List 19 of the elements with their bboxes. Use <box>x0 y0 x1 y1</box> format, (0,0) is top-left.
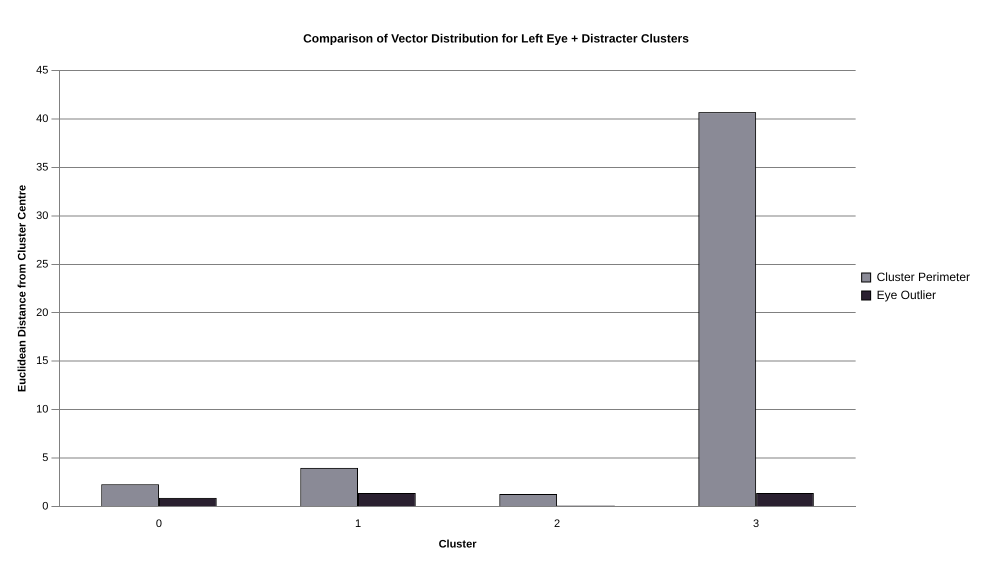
y-tick-label: 45 <box>36 64 48 76</box>
y-axis-title: Euclidean Distance from Cluster Centre <box>16 184 29 392</box>
x-axis-title: Cluster <box>438 538 478 550</box>
chart-title: Comparison of Vector Distribution for Left Eye + Distracter Clusters <box>303 32 690 46</box>
y-tick-label: 10 <box>36 404 48 416</box>
x-tick-label: 3 <box>753 518 760 530</box>
y-tick-label: 30 <box>36 210 48 222</box>
y-tick-label: 5 <box>42 452 48 464</box>
y-tick-label: 0 <box>42 500 48 513</box>
y-tick-label: 15 <box>36 355 48 368</box>
x-tick-label: 0 <box>156 518 162 530</box>
y-tick-label: 20 <box>36 306 48 319</box>
legend-label: Cluster Perimeter <box>876 270 970 284</box>
y-tick-label: 40 <box>36 112 48 125</box>
y-tick-label: 25 <box>36 258 48 270</box>
x-tick-label: 1 <box>354 518 362 530</box>
legend-label: Eye Outlier <box>876 288 936 302</box>
y-tick-label: 35 <box>36 161 48 174</box>
x-tick-label: 2 <box>554 518 560 530</box>
